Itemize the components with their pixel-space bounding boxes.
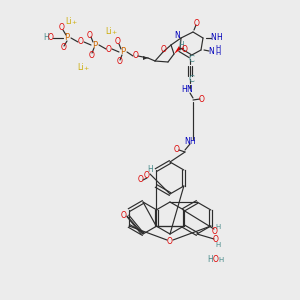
Text: H: H xyxy=(178,41,184,50)
Text: O: O xyxy=(212,226,218,236)
Text: O: O xyxy=(199,94,205,103)
Text: O: O xyxy=(121,212,127,220)
Text: O: O xyxy=(133,52,139,61)
Text: O: O xyxy=(106,44,112,53)
Text: Li: Li xyxy=(65,17,71,26)
Text: O: O xyxy=(117,58,123,67)
Text: O: O xyxy=(144,170,150,179)
Text: N: N xyxy=(184,137,190,146)
Text: H: H xyxy=(215,224,220,230)
Text: N: N xyxy=(208,46,214,56)
Text: N: N xyxy=(210,34,216,43)
Text: N: N xyxy=(174,32,180,40)
Text: O: O xyxy=(213,236,219,244)
Text: H: H xyxy=(216,34,222,43)
Text: O: O xyxy=(61,44,67,52)
Text: +: + xyxy=(111,29,117,34)
Text: O: O xyxy=(87,31,93,40)
Text: P: P xyxy=(92,40,98,50)
Text: C: C xyxy=(188,56,194,64)
Text: H: H xyxy=(218,257,224,263)
Text: Li: Li xyxy=(105,28,111,37)
Text: O: O xyxy=(59,23,65,32)
Text: C: C xyxy=(188,76,194,85)
Text: O: O xyxy=(182,44,188,53)
Text: O: O xyxy=(78,38,84,46)
Text: O: O xyxy=(213,256,219,265)
Text: O: O xyxy=(167,238,173,247)
Text: O: O xyxy=(194,19,200,28)
Text: Li: Li xyxy=(77,64,83,73)
Text: H: H xyxy=(215,45,220,51)
Text: O: O xyxy=(174,146,180,154)
Text: H: H xyxy=(189,137,195,146)
Text: H: H xyxy=(43,34,49,43)
Text: H: H xyxy=(215,50,220,56)
Polygon shape xyxy=(174,46,181,54)
Text: H: H xyxy=(207,256,213,265)
Text: O: O xyxy=(115,38,121,46)
Text: O: O xyxy=(161,44,167,53)
Text: N: N xyxy=(186,85,192,94)
Text: O: O xyxy=(138,176,144,184)
Polygon shape xyxy=(143,56,148,60)
Text: H: H xyxy=(215,242,220,248)
Text: P: P xyxy=(120,47,126,56)
Text: H: H xyxy=(181,85,187,94)
Text: O: O xyxy=(89,50,95,59)
Text: +: + xyxy=(83,65,88,70)
Text: O: O xyxy=(48,34,54,43)
Text: H: H xyxy=(147,166,153,175)
Text: +: + xyxy=(71,20,76,25)
Text: P: P xyxy=(64,34,70,43)
